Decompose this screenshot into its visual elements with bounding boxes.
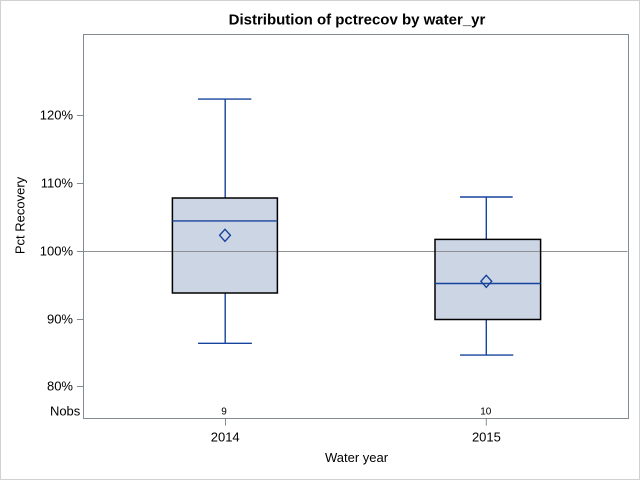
svg-text:2015: 2015 [472, 429, 501, 444]
svg-text:100%: 100% [40, 243, 74, 258]
svg-text:2014: 2014 [211, 429, 240, 444]
svg-text:Pct Recovery: Pct Recovery [12, 176, 27, 254]
svg-text:Water year: Water year [325, 450, 389, 465]
svg-text:120%: 120% [40, 107, 74, 122]
svg-text:80%: 80% [47, 378, 73, 393]
svg-text:9: 9 [221, 407, 227, 418]
svg-text:110%: 110% [41, 175, 74, 190]
svg-text:10: 10 [480, 407, 492, 418]
svg-text:Nobs: Nobs [50, 403, 81, 418]
svg-text:Distribution of pctrecov by wa: Distribution of pctrecov by water_yr [229, 12, 486, 29]
svg-text:90%: 90% [47, 311, 73, 326]
